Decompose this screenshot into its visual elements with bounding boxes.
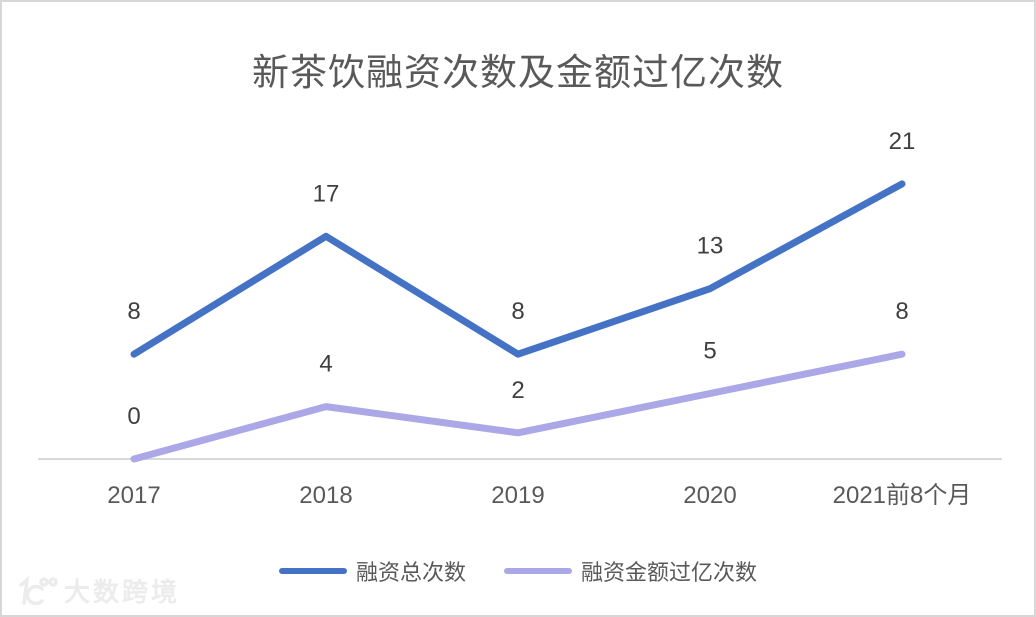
legend-line-swatch (504, 568, 572, 574)
data-label-series-1: 4 (319, 351, 332, 378)
chart-title: 新茶饮融资次数及金额过亿次数 (252, 52, 784, 93)
data-label-series-0: 8 (127, 298, 140, 325)
legend-label: 融资金额过亿次数 (581, 560, 758, 585)
data-label-series-0: 8 (511, 298, 524, 325)
data-label-series-0: 17 (313, 180, 340, 207)
data-label-series-1: 0 (127, 403, 140, 430)
legend-label: 融资总次数 (355, 560, 466, 585)
x-tick-label: 2018 (299, 482, 352, 509)
legend-item-0: 融资总次数 (278, 555, 466, 587)
x-tick-label: 2021前8个月 (833, 482, 972, 509)
watermark: 大数跨境 (14, 572, 180, 609)
x-tick-label: 2017 (107, 482, 160, 509)
series-line-0 (130, 180, 906, 358)
k100-logo-icon (19, 575, 58, 605)
legend-line-swatch (278, 568, 347, 574)
series-line-1 (130, 350, 906, 463)
data-label-series-1: 2 (511, 377, 524, 404)
chart-canvas: 8 17 8 13 21 0 4 2 5 8 2017 2018 2019 2020 2021前8个月 (38, 128, 1002, 509)
legend-item-1: 融资金额过亿次数 (504, 555, 757, 587)
watermark-text: 大数跨境 (64, 577, 181, 607)
legend: 融资总次数 融资金额过亿次数 (2, 555, 1034, 587)
data-label-series-1: 8 (895, 298, 908, 325)
data-label-series-0: 13 (697, 233, 724, 260)
data-label-series-1: 5 (703, 338, 716, 365)
x-tick-label: 2020 (683, 482, 736, 509)
x-tick-label: 2019 (491, 482, 544, 509)
data-label-series-0: 21 (889, 128, 916, 155)
